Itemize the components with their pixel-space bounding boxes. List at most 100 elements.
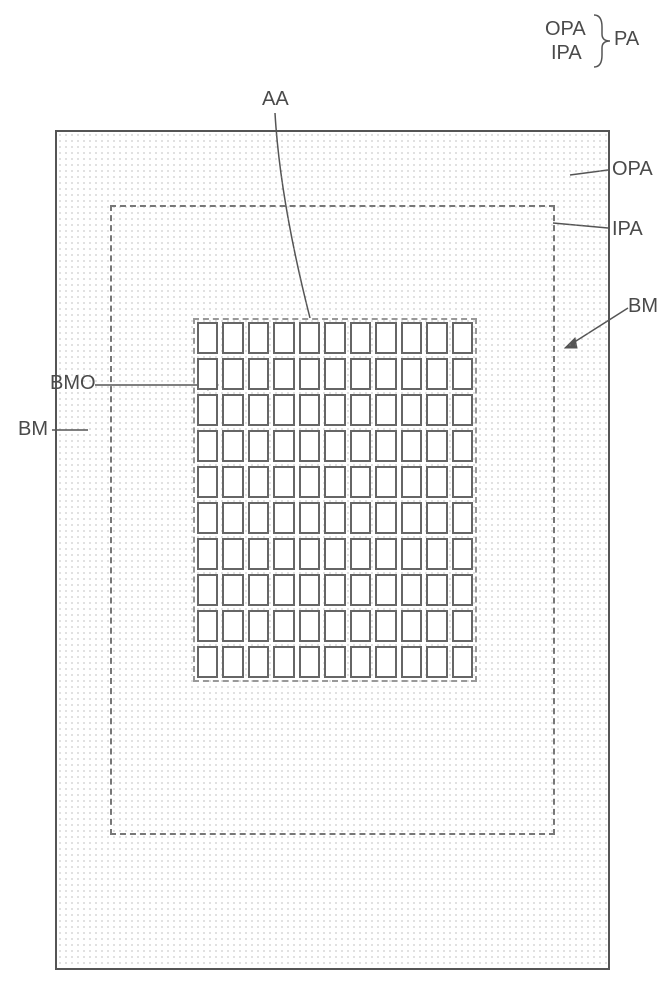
bmo-cell (248, 574, 269, 606)
diagram-canvas: OPA IPA PA AA OPA IPA BM BMO BM (0, 0, 671, 1000)
bmo-cell (350, 538, 371, 570)
bmo-cell (222, 466, 243, 498)
bmo-cell (426, 466, 447, 498)
bmo-cell (350, 322, 371, 354)
bmo-cell (197, 646, 218, 678)
bmo-cell (197, 358, 218, 390)
bmo-cell (248, 358, 269, 390)
bmo-cell (248, 538, 269, 570)
bmo-cell (401, 646, 422, 678)
bmo-cell (273, 322, 294, 354)
bmo-cell (222, 430, 243, 462)
bmo-cell (401, 322, 422, 354)
bmo-cell (375, 466, 396, 498)
bmo-cell (375, 502, 396, 534)
bmo-cell (197, 394, 218, 426)
bmo-cell (426, 610, 447, 642)
bmo-cell (197, 610, 218, 642)
bmo-cell (299, 394, 320, 426)
bmo-cell (401, 610, 422, 642)
bmo-cell (324, 322, 345, 354)
bmo-cell (426, 538, 447, 570)
bmo-cell (452, 538, 473, 570)
bmo-cell (350, 394, 371, 426)
bmo-cell (197, 322, 218, 354)
bmo-cell (401, 574, 422, 606)
bmo-cell (350, 502, 371, 534)
bmo-cell (299, 646, 320, 678)
bmo-cell (273, 610, 294, 642)
bmo-cell (248, 322, 269, 354)
bmo-cell (273, 394, 294, 426)
bmo-cell (197, 502, 218, 534)
bmo-cell (401, 358, 422, 390)
bmo-cell (401, 430, 422, 462)
bmo-cell (248, 646, 269, 678)
bmo-cell (452, 574, 473, 606)
bmo-cell (426, 502, 447, 534)
bmo-cell (375, 358, 396, 390)
bmo-grid (197, 322, 473, 678)
label-opa-side: OPA (612, 158, 653, 181)
bmo-cell (299, 430, 320, 462)
bmo-cell (375, 430, 396, 462)
bmo-cell (197, 574, 218, 606)
bmo-cell (401, 394, 422, 426)
bmo-cell (350, 646, 371, 678)
bmo-cell (324, 358, 345, 390)
bmo-cell (452, 322, 473, 354)
label-bm-side: BM (18, 418, 48, 441)
bmo-cell (324, 502, 345, 534)
bmo-cell (273, 430, 294, 462)
bmo-cell (452, 502, 473, 534)
bmo-cell (273, 646, 294, 678)
bmo-cell (273, 574, 294, 606)
bmo-cell (299, 610, 320, 642)
bmo-cell (401, 466, 422, 498)
bmo-cell (222, 646, 243, 678)
bmo-cell (324, 610, 345, 642)
bmo-cell (273, 466, 294, 498)
bmo-cell (452, 610, 473, 642)
bmo-cell (248, 466, 269, 498)
bmo-cell (324, 574, 345, 606)
bmo-cell (324, 538, 345, 570)
bmo-cell (375, 322, 396, 354)
bmo-cell (375, 646, 396, 678)
bmo-cell (248, 394, 269, 426)
bmo-cell (299, 574, 320, 606)
bmo-cell (426, 394, 447, 426)
bmo-cell (375, 538, 396, 570)
bmo-cell (299, 538, 320, 570)
bmo-cell (248, 430, 269, 462)
bmo-cell (350, 574, 371, 606)
bmo-cell (426, 646, 447, 678)
bmo-cell (401, 502, 422, 534)
bmo-cell (324, 394, 345, 426)
bmo-cell (222, 574, 243, 606)
bmo-cell (248, 502, 269, 534)
bmo-cell (426, 574, 447, 606)
bmo-cell (197, 430, 218, 462)
bmo-cell (197, 466, 218, 498)
bmo-cell (452, 394, 473, 426)
bmo-cell (426, 358, 447, 390)
bmo-cell (222, 502, 243, 534)
bmo-cell (197, 538, 218, 570)
bmo-cell (273, 538, 294, 570)
bmo-cell (350, 358, 371, 390)
bmo-cell (299, 502, 320, 534)
bmo-cell (426, 322, 447, 354)
bmo-cell (452, 430, 473, 462)
bmo-cell (248, 610, 269, 642)
bmo-cell (222, 394, 243, 426)
bmo-cell (273, 358, 294, 390)
label-ipa-side: IPA (612, 218, 643, 241)
bmo-cell (375, 394, 396, 426)
bmo-cell (452, 358, 473, 390)
bmo-cell (375, 610, 396, 642)
bmo-cell (401, 538, 422, 570)
bmo-cell (375, 574, 396, 606)
bmo-cell (350, 430, 371, 462)
bmo-cell (299, 466, 320, 498)
